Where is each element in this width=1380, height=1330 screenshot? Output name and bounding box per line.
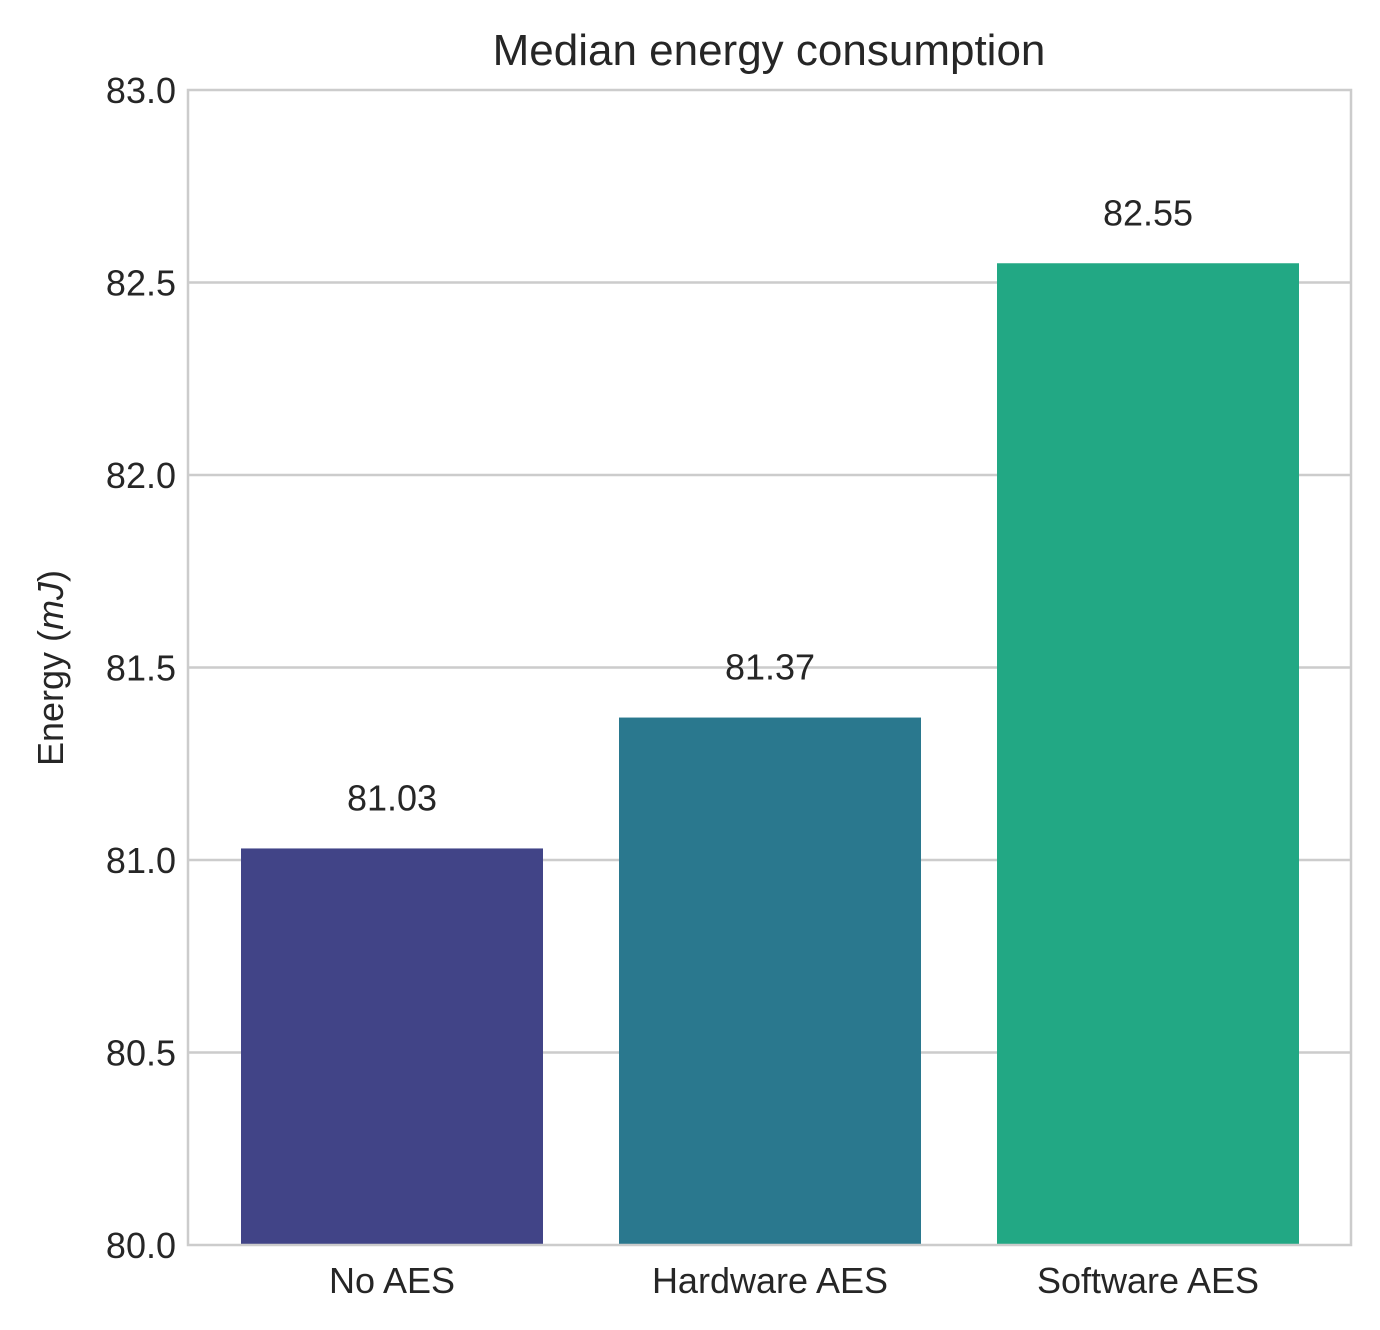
x-tick-labels: No AES Hardware AES Software AES (329, 1260, 1259, 1301)
y-axis-label-unit: mJ (30, 581, 71, 630)
y-tick-label: 81.0 (106, 840, 176, 881)
y-axis-label-suffix: ) (30, 570, 71, 582)
y-tick-label: 82.0 (106, 455, 176, 496)
bar (241, 848, 543, 1245)
y-tick-label: 80.5 (106, 1033, 176, 1074)
y-tick-labels: 80.0 80.5 81.0 81.5 82.0 82.5 83.0 (106, 70, 176, 1266)
x-tick-label: Software AES (1037, 1260, 1259, 1301)
y-tick-label: 82.5 (106, 263, 176, 304)
bar-value-label: 81.37 (725, 647, 815, 688)
bar-value-labels: 81.03 81.37 82.55 (347, 192, 1193, 818)
y-axis-label: Energy (mJ) (30, 570, 71, 766)
y-tick-label: 81.5 (106, 648, 176, 689)
bars (241, 263, 1299, 1245)
bar-value-label: 81.03 (347, 777, 437, 818)
plot-frame (186, 88, 1353, 1247)
y-tick-label: 83.0 (106, 70, 176, 111)
y-axis-label-prefix: Energy ( (30, 630, 71, 766)
bar (997, 263, 1299, 1245)
x-tick-label: Hardware AES (652, 1260, 888, 1301)
bar-value-label: 82.55 (1103, 192, 1193, 233)
chart-title: Median energy consumption (493, 26, 1046, 75)
x-tick-label: No AES (329, 1260, 455, 1301)
y-tick-label: 80.0 (106, 1225, 176, 1266)
bar (619, 717, 921, 1245)
